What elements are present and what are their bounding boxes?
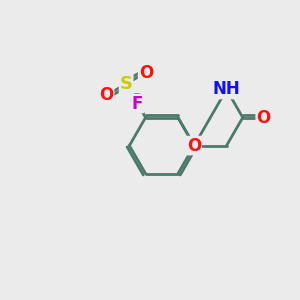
Text: F: F (132, 94, 143, 112)
Text: O: O (187, 136, 201, 154)
Text: O: O (139, 64, 153, 82)
Text: S: S (120, 75, 133, 93)
Text: NH: NH (213, 80, 240, 98)
Text: O: O (129, 92, 143, 110)
Text: O: O (256, 109, 271, 127)
Text: O: O (99, 86, 114, 104)
